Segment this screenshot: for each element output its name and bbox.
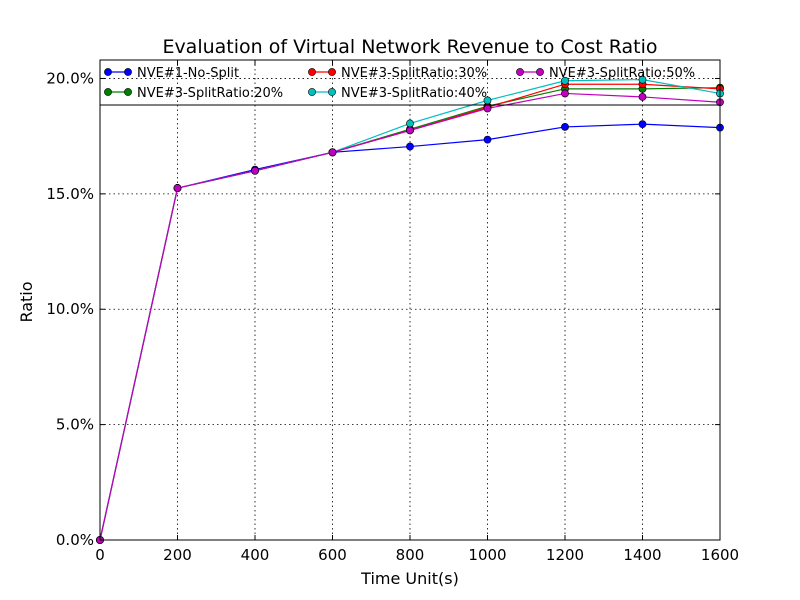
- legend-label: NVE#3-SplitRatio:40%: [341, 86, 487, 101]
- data-point: [561, 123, 569, 131]
- data-point: [406, 119, 414, 128]
- data-point: [406, 126, 414, 135]
- y-axis-label: Ratio: [17, 281, 36, 322]
- x-tick-label: 600: [318, 546, 347, 564]
- y-tick-label: 15.0%: [46, 185, 94, 203]
- x-tick-label: 1400: [623, 546, 661, 564]
- legend-item: NVE#3-SplitRatio:30%: [308, 66, 487, 81]
- legend-item: NVE#1-No-Split: [104, 66, 239, 81]
- data-point: [483, 104, 492, 113]
- data-point: [483, 135, 492, 144]
- x-axis-label: Time Unit(s): [360, 569, 459, 588]
- legend-item: NVE#3-SplitRatio:40%: [308, 86, 487, 101]
- data-point: [483, 96, 492, 105]
- y-tick-label: 5.0%: [56, 416, 94, 434]
- x-tick-label: 1600: [701, 546, 739, 564]
- data-point: [638, 75, 647, 84]
- data-point: [251, 166, 259, 175]
- series-nve-3-splitratio-50-: [96, 89, 724, 544]
- legend-label: NVE#3-SplitRatio:30%: [341, 66, 487, 81]
- x-tick-label: 400: [241, 546, 270, 564]
- x-tick-label: 800: [396, 546, 425, 564]
- y-tick-label: 0.0%: [56, 531, 94, 549]
- series-layer: [96, 75, 724, 544]
- x-tick-label: 1000: [468, 546, 506, 564]
- legend-marker: [124, 88, 132, 96]
- legend-marker: [104, 68, 112, 76]
- data-point: [638, 93, 647, 101]
- grid-layer: [100, 60, 720, 540]
- legend-marker: [536, 68, 544, 76]
- data-point: [561, 76, 569, 85]
- data-point: [561, 89, 569, 98]
- chart-title: Evaluation of Virtual Network Revenue to…: [162, 36, 657, 58]
- x-tick-label: 0: [95, 546, 105, 564]
- tick-layer: 0 200 400 600 800 1000 1200 1400 1600 0.0% 5.0% 10.…: [46, 60, 739, 564]
- legend-label: NVE#3-SplitRatio:50%: [549, 66, 695, 81]
- legend: NVE#1-No-Split NVE#3-SplitRatio:20% NVE#3-…: [104, 66, 695, 101]
- series-nve-1-no-split: [96, 120, 724, 544]
- data-point: [173, 184, 182, 192]
- data-point: [328, 148, 337, 157]
- x-tick-label: 200: [163, 546, 192, 564]
- legend-marker: [328, 88, 336, 96]
- legend-marker: [308, 88, 316, 96]
- data-point: [406, 142, 414, 151]
- legend-label: NVE#3-SplitRatio:20%: [137, 86, 283, 101]
- legend-marker: [124, 68, 132, 76]
- y-tick-label: 20.0%: [46, 69, 94, 87]
- legend-marker: [516, 68, 524, 76]
- legend-item: NVE#3-SplitRatio:20%: [104, 86, 283, 101]
- legend-item: NVE#3-SplitRatio:50%: [516, 66, 695, 81]
- legend-marker: [104, 88, 112, 96]
- legend-marker: [328, 68, 336, 76]
- x-tick-label: 1200: [546, 546, 584, 564]
- legend-marker: [308, 68, 316, 76]
- data-point: [638, 120, 647, 129]
- y-tick-label: 10.0%: [46, 300, 94, 318]
- legend-label: NVE#1-No-Split: [137, 66, 239, 81]
